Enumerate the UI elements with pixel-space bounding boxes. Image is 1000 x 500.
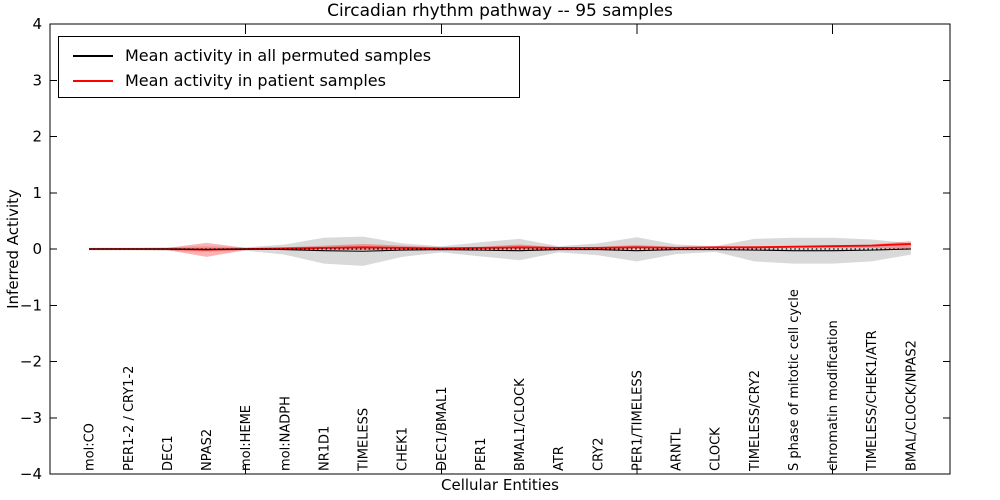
y-axis-label: Inferred Activity [4, 189, 22, 309]
y-tick-label: −1 [20, 296, 42, 314]
x-category-label: mol:HEME [239, 405, 254, 471]
x-category-label: DEC1 [161, 435, 176, 471]
chart-title: Circadian rhythm pathway -- 95 samples [327, 1, 673, 21]
legend-item-patient: Mean activity in patient samples [73, 68, 519, 93]
x-category-label: PER1/TIMELESS [630, 370, 645, 471]
legend-label-patient: Mean activity in patient samples [125, 71, 386, 90]
x-category-label: CLOCK [709, 427, 724, 471]
permuted-mean-line [89, 248, 911, 252]
x-category-label: BMAL/CLOCK/NPAS2 [904, 340, 919, 471]
y-tick-label: 1 [32, 184, 42, 202]
y-tick-label: −4 [20, 465, 42, 483]
y-tick-label: −2 [20, 353, 42, 371]
x-category-label: BMAL1/CLOCK [513, 378, 528, 471]
x-category-label: DEC1/BMAL1 [435, 387, 450, 471]
x-category-label: CHEK1 [396, 427, 411, 471]
y-tick-label: −3 [20, 409, 42, 427]
x-category-label: TIMELESS/CRY2 [748, 370, 763, 472]
x-category-label: PER1-2 / CRY1-2 [122, 366, 137, 471]
x-category-label: ARNTL [670, 427, 685, 471]
x-category-label: NPAS2 [200, 429, 215, 471]
x-category-label: TIMELESS/CHEK1/ATR [865, 330, 880, 472]
legend: Mean activity in all permuted samples Me… [58, 36, 520, 98]
permuted-envelope [89, 236, 911, 266]
y-tick-label: 2 [32, 128, 42, 146]
x-category-label: CRY2 [591, 438, 606, 472]
x-category-label: S phase of mitotic cell cycle [787, 289, 802, 471]
legend-label-permuted: Mean activity in all permuted samples [125, 46, 432, 65]
permuted-line-swatch [73, 54, 113, 57]
x-axis-label: Cellular Entities [441, 476, 559, 494]
y-tick-label: 4 [32, 15, 42, 33]
x-category-label: mol:CO [83, 423, 98, 471]
patient-line-swatch [73, 79, 113, 82]
x-category-label: ATR [552, 446, 567, 471]
x-category-label: chromatin modification [826, 320, 841, 471]
y-tick-label: 3 [32, 71, 42, 89]
x-category-label: mol:NADPH [278, 396, 293, 471]
x-category-label: PER1 [474, 438, 489, 471]
y-tick-label: 0 [32, 240, 42, 258]
patient-envelope [89, 241, 911, 257]
legend-item-permuted: Mean activity in all permuted samples [73, 43, 519, 68]
x-category-label: TIMELESS [357, 408, 372, 472]
x-category-label: NR1D1 [317, 426, 332, 471]
